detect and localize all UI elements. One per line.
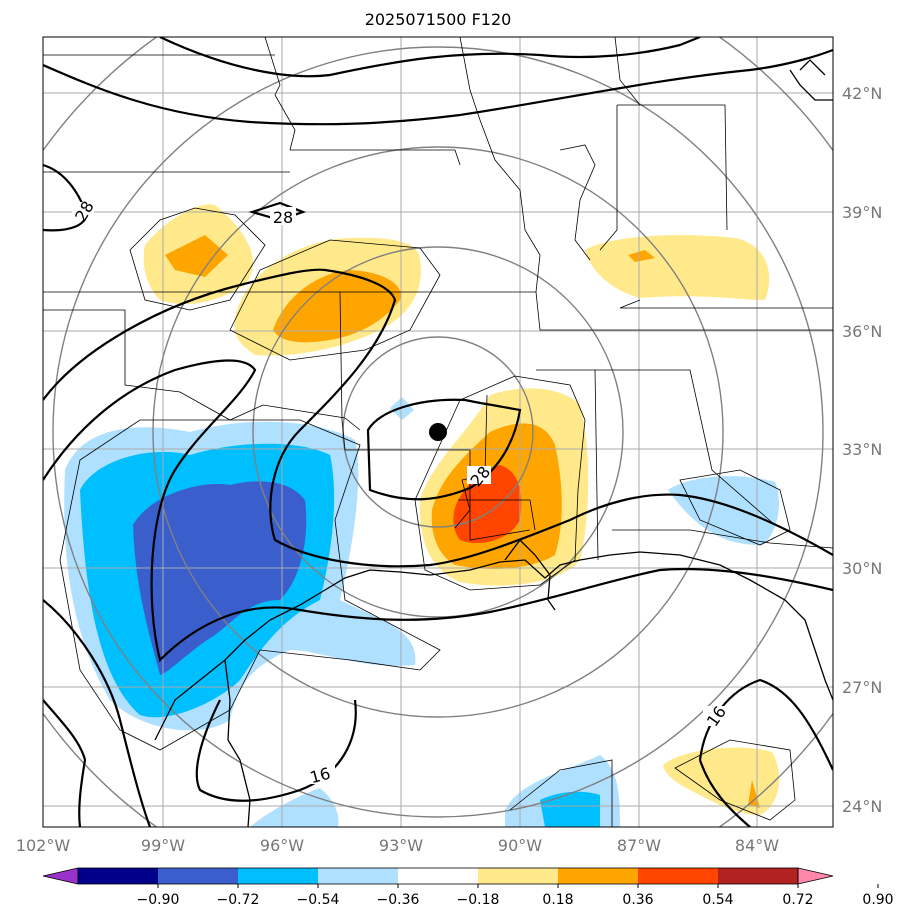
contour-16-south bbox=[43, 599, 152, 827]
pos-light-region-4 bbox=[585, 235, 770, 300]
colorbar-tick-label: −0.90 bbox=[137, 892, 180, 908]
neg-light-sw bbox=[250, 788, 339, 827]
colorbar-tick-label: 0.36 bbox=[622, 892, 653, 908]
colorbar-tick-label: 0.18 bbox=[542, 892, 573, 908]
pos-mid-region-2 bbox=[273, 270, 401, 343]
colorbar-segment bbox=[78, 868, 158, 884]
neg-dark-region bbox=[133, 481, 307, 675]
contour-top-1 bbox=[159, 37, 701, 78]
colorbar-segment bbox=[398, 868, 478, 884]
colorbar: −0.90 −0.72 −0.54 −0.36 −0.18 0.18 0.36 0.54 0.7… bbox=[42, 867, 894, 908]
contour-big bbox=[43, 268, 833, 568]
lat-label: 30°N bbox=[842, 559, 882, 578]
lat-label: 42°N bbox=[842, 84, 882, 103]
contour-lines bbox=[43, 37, 833, 827]
pos-mid-small-4 bbox=[628, 250, 655, 262]
contour-16-bottom bbox=[195, 699, 357, 802]
lon-label: 102°W bbox=[16, 836, 71, 855]
colorbar-segment bbox=[558, 868, 638, 884]
contour-label: 16 bbox=[308, 764, 333, 788]
colorbar-segment bbox=[238, 868, 318, 884]
colorbar-segment bbox=[718, 868, 798, 884]
lat-label: 33°N bbox=[842, 440, 882, 459]
contour-28-center bbox=[366, 398, 522, 501]
lat-label: 24°N bbox=[842, 797, 882, 816]
pos-mid-region-1 bbox=[165, 235, 228, 277]
lon-label: 84°W bbox=[735, 836, 779, 855]
colorbar-segment bbox=[478, 868, 558, 884]
colorbar-extend-high bbox=[797, 867, 834, 885]
lon-label: 99°W bbox=[141, 836, 185, 855]
lon-label: 93°W bbox=[379, 836, 423, 855]
colorbar-tick-label: −0.54 bbox=[297, 892, 340, 908]
colorbar-tick-label: −0.72 bbox=[217, 892, 260, 908]
colorbar-segment bbox=[158, 868, 238, 884]
lon-label: 87°W bbox=[617, 836, 661, 855]
colorbar-segment bbox=[638, 868, 718, 884]
coastline bbox=[154, 59, 833, 827]
map-frame bbox=[42, 36, 834, 828]
colorbar-tick-label: 0.72 bbox=[782, 892, 813, 908]
neg-mid-south bbox=[540, 791, 600, 827]
contour-label: 28 bbox=[71, 198, 98, 225]
colorbar-tick-label: 0.90 bbox=[862, 892, 893, 908]
contour-label: 28 bbox=[273, 208, 293, 227]
lat-label: 39°N bbox=[842, 203, 882, 222]
neg-light-east bbox=[668, 476, 780, 545]
state-borders bbox=[43, 37, 833, 827]
contour-lower bbox=[43, 359, 833, 663]
lon-label: 90°W bbox=[498, 836, 542, 855]
contour-label-bg bbox=[72, 202, 729, 784]
pos-light-region-5 bbox=[663, 747, 780, 815]
colorbar-tick-label: 0.54 bbox=[702, 892, 733, 908]
contour-east-lower bbox=[698, 759, 751, 827]
map-title: 2025071500 F120 bbox=[364, 10, 512, 29]
lat-label: 36°N bbox=[842, 322, 882, 341]
graticule bbox=[43, 37, 833, 827]
colorbar-tick-label: −0.18 bbox=[457, 892, 500, 908]
colorbar-tick-label: −0.36 bbox=[377, 892, 420, 908]
lat-label: 27°N bbox=[842, 678, 882, 697]
longitude-labels: 102°W 99°W 96°W 93°W 90°W 87°W 84°W bbox=[16, 836, 779, 855]
colorbar-extend-low bbox=[42, 867, 79, 885]
contour-top-2 bbox=[43, 48, 833, 126]
storm-center-marker bbox=[429, 423, 447, 441]
lon-label: 96°W bbox=[260, 836, 304, 855]
colorbar-frame bbox=[77, 867, 799, 885]
contour-sw bbox=[43, 699, 87, 827]
latitude-labels: 42°N 39°N 36°N 33°N 30°N 27°N 24°N bbox=[842, 84, 882, 816]
colorbar-segment bbox=[318, 868, 398, 884]
